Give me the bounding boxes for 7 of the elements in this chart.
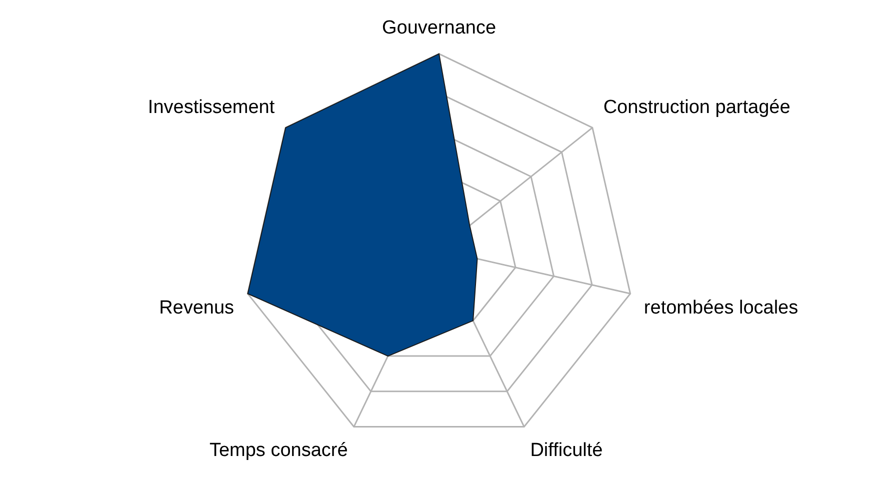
- spoke-label: Revenus: [159, 297, 234, 318]
- spoke-label: Investissement: [148, 96, 276, 118]
- spoke-label: Construction partagée: [603, 96, 790, 118]
- spoke-label: Gouvernance: [382, 18, 496, 39]
- spoke-label: Temps consacré: [209, 440, 348, 462]
- spoke-label: retombées locales: [644, 297, 798, 318]
- spoke-label: Difficulté: [530, 440, 603, 462]
